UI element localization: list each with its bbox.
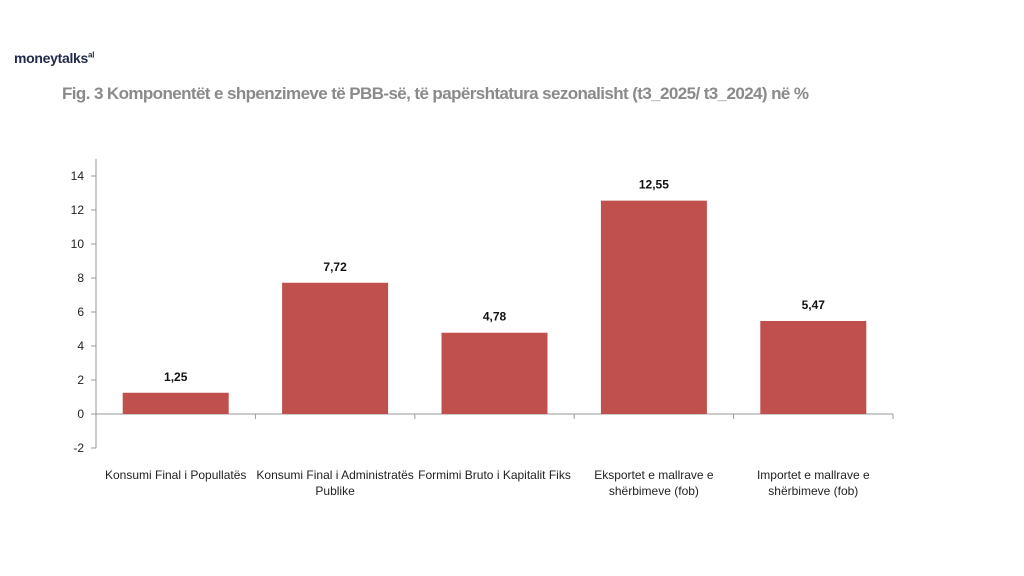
data-label: 12,55 (639, 178, 669, 192)
bar (760, 321, 867, 414)
x-category-label: Eksportet e mallrave e (594, 468, 714, 482)
y-tick-label: 12 (71, 203, 85, 217)
y-tick-label: 6 (77, 305, 84, 319)
x-category-label: Importet e mallrave e (757, 468, 870, 482)
y-tick-label: 14 (71, 169, 85, 183)
y-tick-label: -2 (73, 441, 84, 455)
x-category-label: shërbimeve (fob) (768, 484, 858, 498)
y-tick-label: 10 (71, 237, 85, 251)
x-category-label: Konsumi Final i Popullatës (105, 468, 246, 482)
x-category-label: Konsumi Final i Administratës (256, 468, 413, 482)
data-label: 7,72 (323, 260, 347, 274)
logo-text: moneytalks (14, 50, 89, 66)
bar (600, 200, 707, 414)
bar (122, 392, 229, 414)
data-label: 4,78 (483, 310, 507, 324)
brand-logo: moneytalksal (14, 50, 94, 66)
chart-title: Fig. 3 Komponentët e shpenzimeve të PBB-… (62, 84, 809, 103)
logo-suffix: al (88, 50, 95, 60)
x-category-label: Publike (315, 484, 355, 498)
bar (282, 282, 389, 414)
data-label: 1,25 (164, 370, 188, 384)
bar (441, 332, 548, 414)
x-category-label: Formimi Bruto i Kapitalit Fiks (418, 468, 571, 482)
y-tick-label: 4 (77, 339, 84, 353)
x-category-label: shërbimeve (fob) (609, 484, 699, 498)
y-tick-label: 2 (77, 373, 84, 387)
y-tick-label: 0 (77, 407, 84, 421)
data-label: 5,47 (802, 298, 826, 312)
y-tick-label: 8 (77, 271, 84, 285)
